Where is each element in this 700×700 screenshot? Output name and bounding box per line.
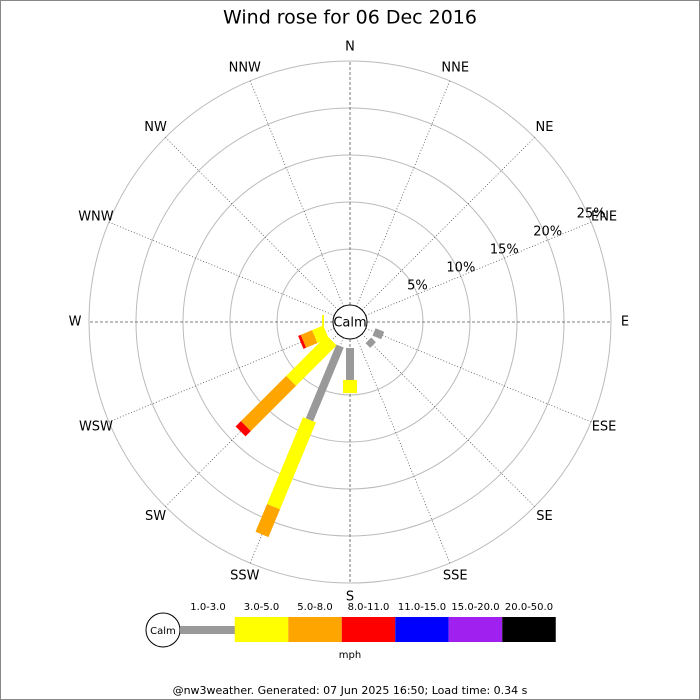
- direction-label: N: [345, 40, 355, 55]
- legend-units: mph: [339, 650, 361, 661]
- legend-label: 15.0-20.0: [451, 602, 499, 613]
- bar-segment: [298, 334, 307, 349]
- legend-swatch: [288, 617, 342, 642]
- ticks: 5% 10% 15% 20% 25%: [407, 207, 605, 294]
- direction-label: W: [69, 315, 82, 330]
- grid: N NNE NE ENE E ESE SE SSE S SSW SW WSW W WNW NW NNW: [69, 40, 630, 605]
- bar-segment: [365, 337, 376, 348]
- direction-label: SE: [536, 509, 552, 524]
- legend-swatch: [234, 617, 289, 642]
- legend-label: 5.0-8.0: [297, 602, 332, 613]
- footer: @nw3weather. Generated: 07 Jun 2025 16:5…: [173, 684, 528, 697]
- direction-label: NW: [144, 120, 167, 135]
- direction-label: NNE: [441, 60, 469, 75]
- chart-title: Wind rose for 06 Dec 2016: [223, 7, 477, 29]
- direction-label: WSW: [79, 420, 113, 435]
- bar-segment: [240, 375, 297, 432]
- ring-label: 15%: [490, 243, 519, 258]
- bar-segment: [343, 379, 357, 394]
- legend-label: 3.0-5.0: [244, 602, 279, 613]
- bar-segment: [286, 335, 337, 386]
- direction-label: ENE: [591, 209, 617, 224]
- calm-circle: [332, 304, 368, 340]
- legend-swatch: [341, 617, 396, 642]
- ring-label: 10%: [446, 261, 475, 276]
- bar-segment: [372, 328, 385, 340]
- ring-label: 20%: [533, 225, 562, 240]
- direction-label: E: [621, 315, 629, 330]
- legend-swatch: [180, 626, 235, 634]
- bars: [235, 315, 385, 538]
- direction-label: ESE: [592, 420, 617, 435]
- bar-segment: [235, 421, 251, 437]
- legend-swatch: [448, 617, 503, 642]
- direction-label: NNW: [229, 60, 261, 75]
- legend-swatch: [502, 617, 556, 642]
- calm-label: Calm: [333, 316, 366, 331]
- direction-label: WNW: [78, 209, 114, 224]
- legend: Calm mph 1.0-3.0 3.0-5.0 5.0-8.0 8.0-11.0 11…: [145, 602, 556, 661]
- direction-label: SSE: [443, 569, 468, 584]
- legend-swatch: [395, 617, 449, 642]
- direction-label: S: [346, 590, 354, 605]
- legend-label: 11.0-15.0: [398, 602, 446, 613]
- legend-label: 20.0-50.0: [505, 602, 553, 613]
- bar-segment: [267, 417, 316, 510]
- legend-label: 8.0-11.0: [348, 602, 390, 613]
- bar-segment: [305, 344, 344, 422]
- direction-label: NE: [535, 120, 553, 135]
- bar-segment: [346, 348, 354, 380]
- bar-segment: [322, 315, 325, 329]
- legend-label: 1.0-3.0: [190, 602, 225, 613]
- ring-label: 5%: [407, 279, 428, 294]
- bar-segment: [312, 325, 329, 344]
- legend-calm-label: Calm: [150, 626, 176, 637]
- bar-segment: [300, 330, 318, 348]
- direction-label: SSW: [230, 569, 260, 584]
- ring-label: 25%: [577, 207, 606, 222]
- bar-segment: [255, 504, 280, 538]
- grid-ring: [88, 60, 612, 584]
- direction-label: SW: [145, 509, 166, 524]
